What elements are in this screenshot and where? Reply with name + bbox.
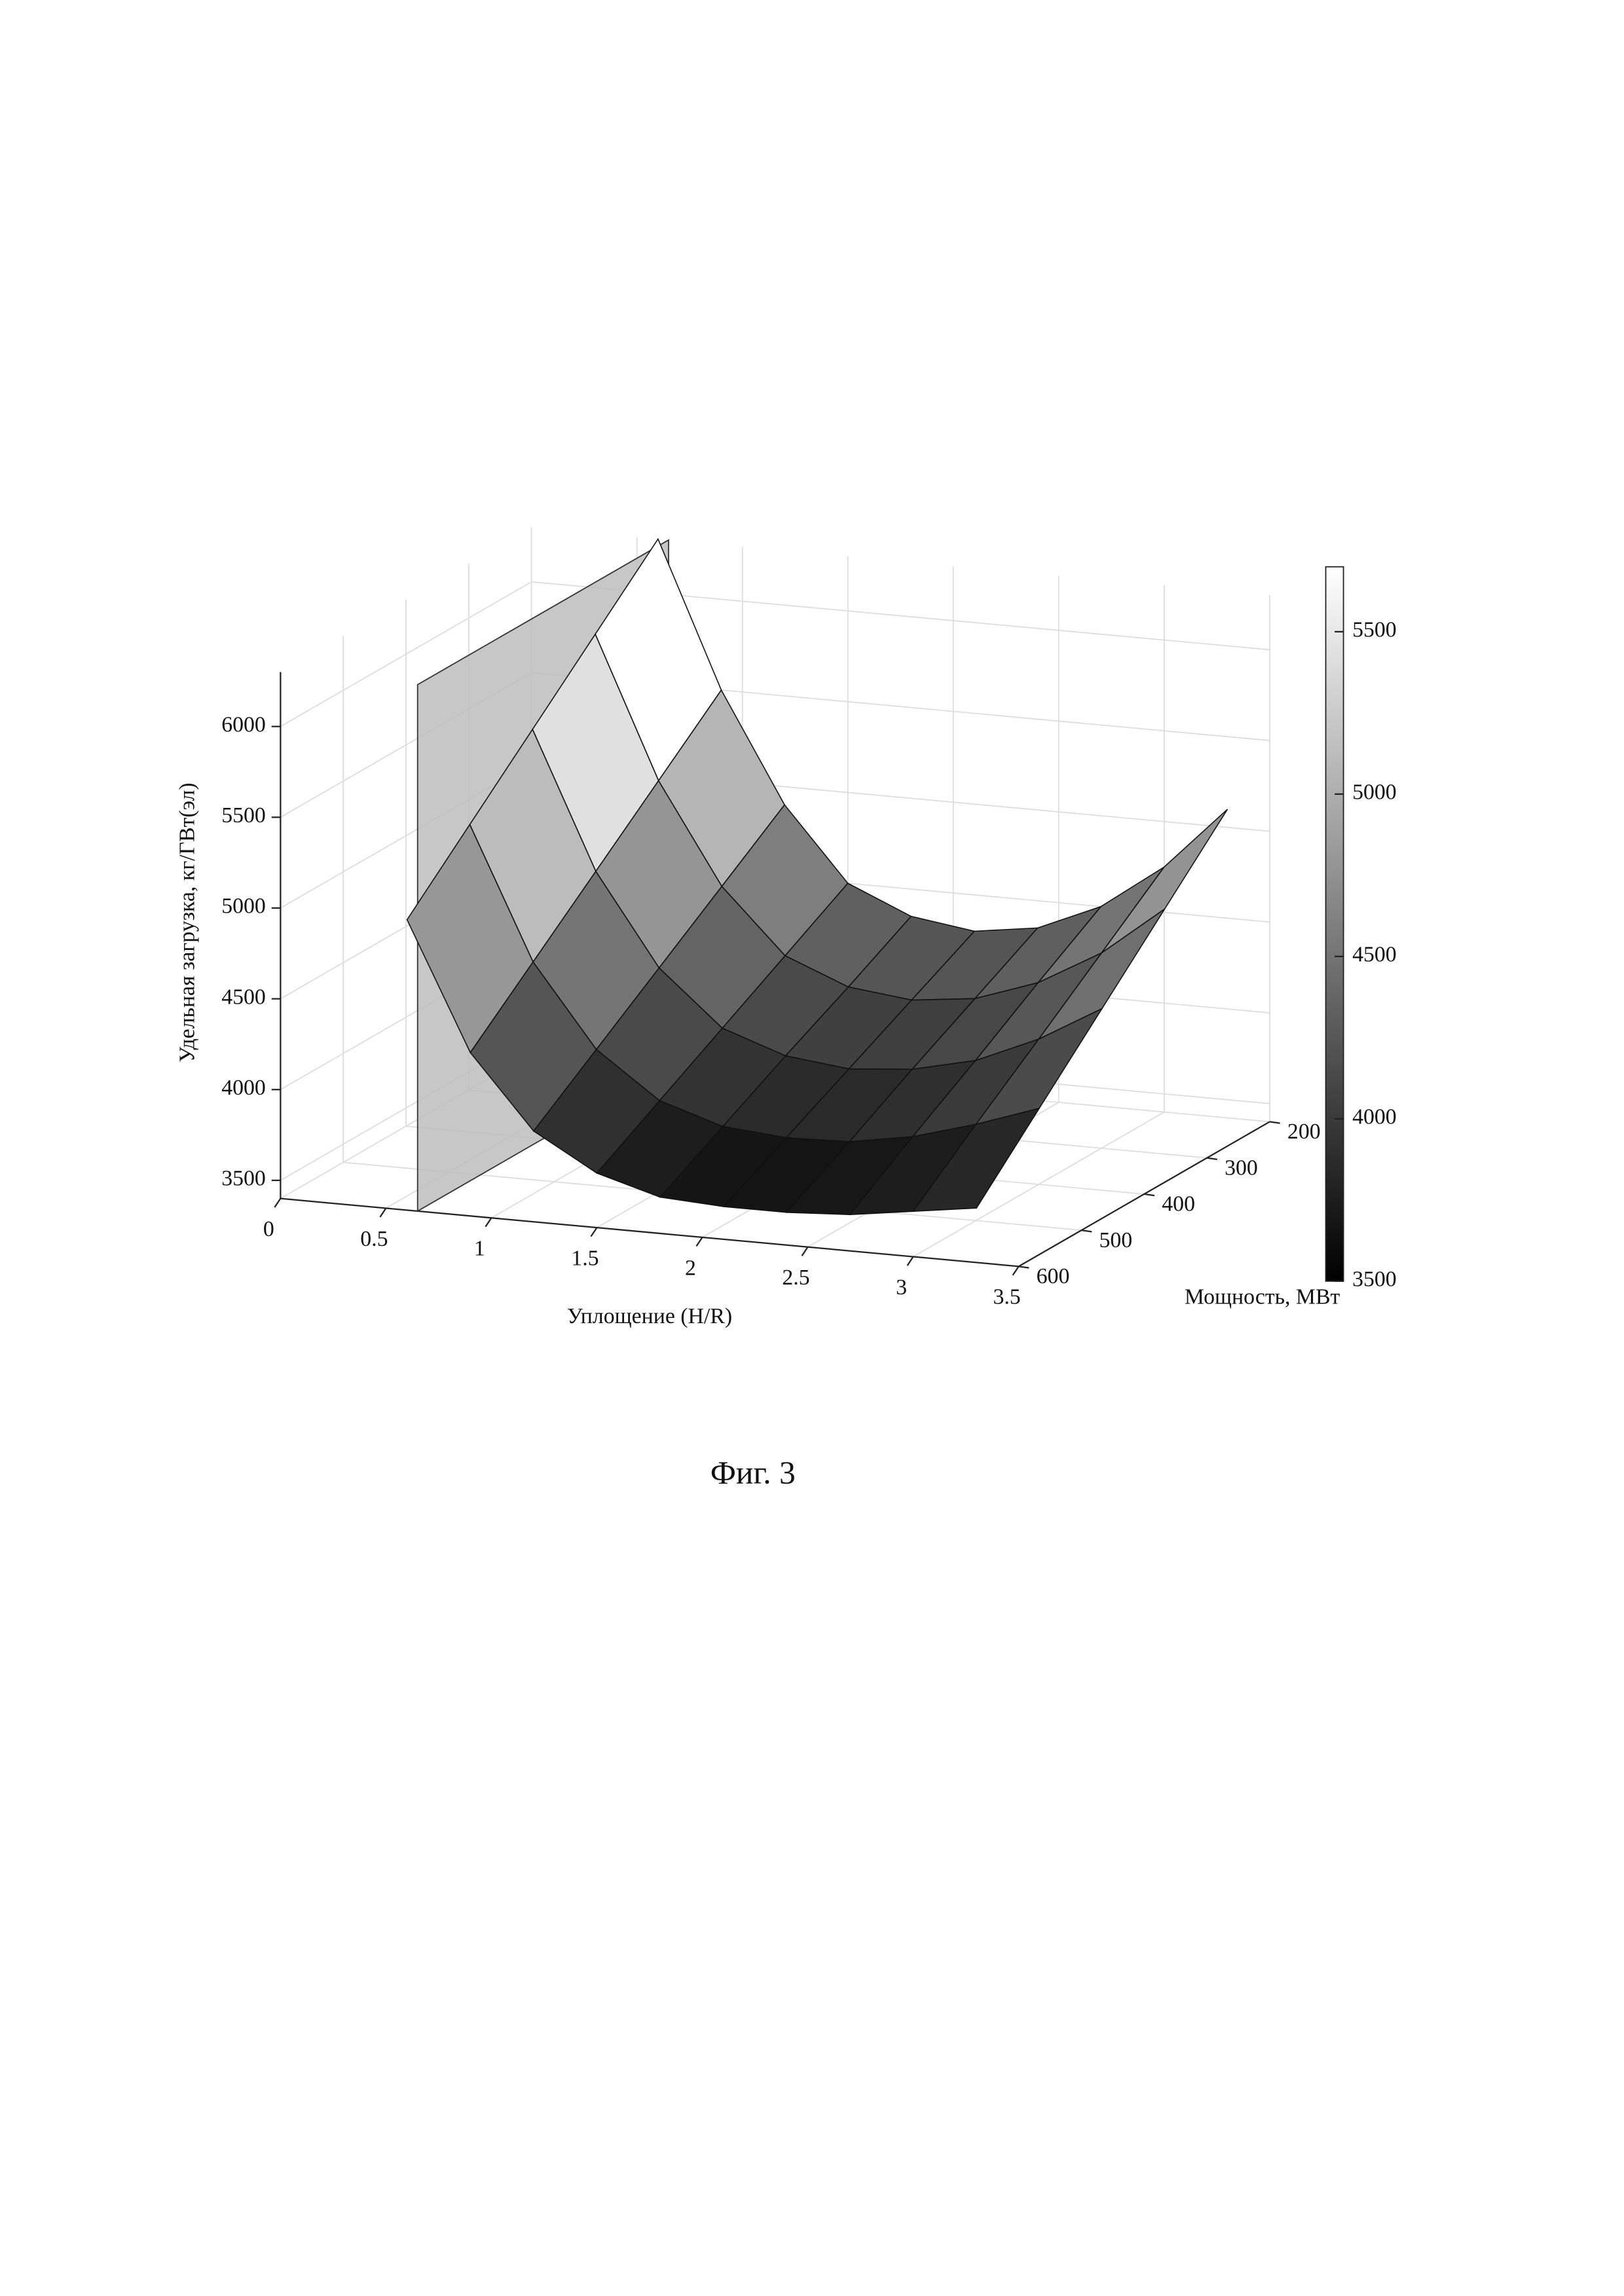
colorbar — [1326, 567, 1344, 1281]
x-tick — [485, 1218, 491, 1227]
y-tick — [1207, 1158, 1217, 1159]
y-tick — [1019, 1266, 1029, 1267]
colorbar-tick-label: 4000 — [1352, 1105, 1397, 1129]
x-tick — [696, 1237, 702, 1247]
chart: Уплощение (H/R) Мощность, МВт Удельная з… — [175, 528, 1396, 1491]
x-tick-label: 3 — [896, 1275, 907, 1300]
x-tick — [1013, 1266, 1019, 1275]
y-tick-label: 600 — [1037, 1264, 1070, 1288]
colorbar-tick-label: 4500 — [1352, 943, 1397, 967]
x-tick-label: 2.5 — [782, 1266, 809, 1290]
colorbar-tick-label: 5500 — [1352, 618, 1397, 642]
colorbar-tick-label: 5000 — [1352, 780, 1397, 805]
y-tick — [1270, 1121, 1280, 1123]
x-tick-label: 1.5 — [571, 1246, 599, 1270]
y-tick-label: 200 — [1287, 1120, 1321, 1144]
colorbar-tick-label: 3500 — [1352, 1267, 1397, 1292]
caption: Фиг. 3 — [710, 1455, 796, 1491]
x-tick-label: 1 — [474, 1237, 485, 1261]
z-tick-label: 4000 — [221, 1076, 266, 1100]
z-tick-label: 6000 — [221, 712, 266, 737]
x-tick-label: 2 — [685, 1256, 696, 1280]
x-tick — [591, 1228, 597, 1237]
z-tick-label: 5500 — [221, 803, 266, 828]
x-tick — [274, 1199, 280, 1208]
y-axis-title: Мощность, МВт — [1185, 1285, 1340, 1309]
z-tick-label: 3500 — [221, 1167, 266, 1191]
page: Уплощение (H/R) Мощность, МВт Удельная з… — [0, 0, 1624, 2296]
y-tick-label: 500 — [1099, 1228, 1132, 1252]
y-tick-label: 400 — [1162, 1192, 1195, 1216]
x-tick — [908, 1257, 913, 1266]
z-tick-label: 4500 — [221, 985, 266, 1009]
z-tick-label: 5000 — [221, 894, 266, 919]
x-tick-label: 0.5 — [360, 1227, 388, 1251]
x-axis-title: Уплощение (H/R) — [567, 1304, 732, 1328]
y-tick-label: 300 — [1225, 1156, 1258, 1180]
figure: Уплощение (H/R) Мощность, МВт Удельная з… — [0, 0, 1624, 2296]
z-axis-title: Удельная загрузка, кг/ГВт(эл) — [175, 782, 199, 1062]
x-tick-label: 3.5 — [993, 1285, 1020, 1309]
y-tick — [1081, 1230, 1092, 1231]
x-tick — [802, 1247, 808, 1256]
x-tick — [380, 1208, 386, 1217]
y-tick — [1144, 1194, 1154, 1195]
x-tick-label: 0 — [263, 1217, 274, 1241]
